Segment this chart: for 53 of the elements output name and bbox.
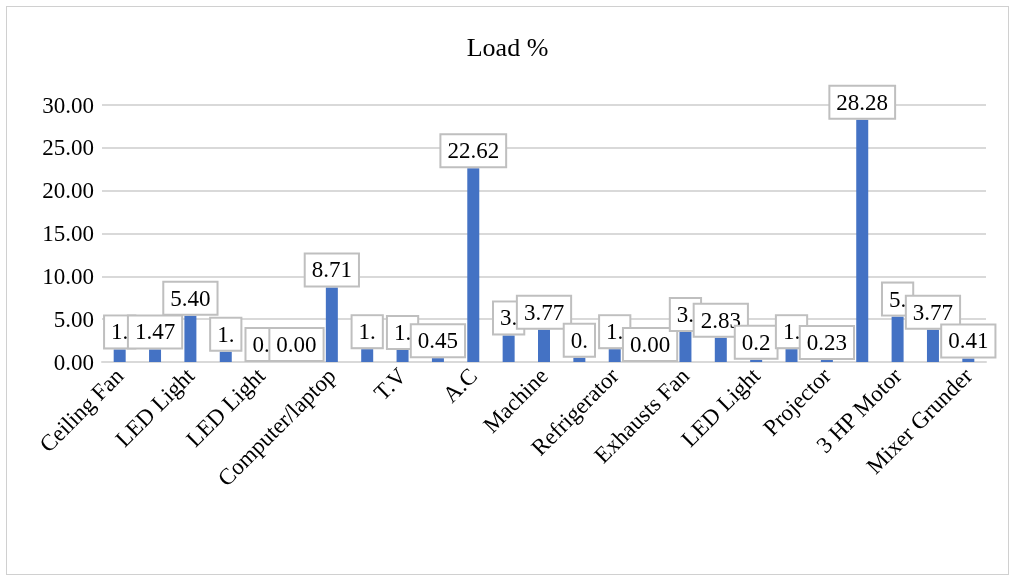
bar — [962, 358, 975, 362]
data-label: 2.83 — [700, 307, 741, 333]
bar — [538, 329, 550, 362]
data-label: 5. — [888, 286, 907, 312]
bar — [325, 287, 338, 362]
y-tick-label: 0.00 — [53, 349, 94, 375]
data-label: 1. — [358, 319, 376, 345]
y-tick-label: 10.00 — [42, 263, 94, 289]
data-label: 0.00 — [629, 332, 671, 357]
bar — [431, 358, 444, 362]
bar — [219, 351, 232, 362]
y-tick-label: 25.00 — [42, 135, 94, 161]
data-label: 22.62 — [447, 138, 500, 164]
data-label: 0. — [252, 332, 270, 357]
chart-title: Load % — [466, 32, 549, 62]
data-label: 1. — [111, 319, 129, 345]
bar — [608, 349, 621, 362]
bar — [750, 359, 763, 362]
bar — [149, 349, 162, 362]
bar — [714, 337, 727, 362]
x-tick-label: T.V — [369, 362, 412, 406]
bar — [467, 168, 480, 362]
data-label: 0.45 — [417, 328, 459, 354]
data-label: 0.41 — [948, 328, 989, 354]
bar — [396, 350, 409, 362]
x-tick-label: A.C — [437, 363, 483, 408]
data-label: 1.47 — [134, 319, 176, 345]
y-tick-label: 15.00 — [42, 221, 94, 246]
data-label: 28.28 — [836, 89, 889, 115]
bar — [856, 119, 869, 362]
y-tick-label: 5.00 — [53, 306, 94, 332]
data-label: 1. — [782, 319, 801, 345]
bar — [113, 349, 126, 362]
bar — [361, 349, 374, 362]
data-label: 3. — [500, 305, 518, 331]
data-label: 3.77 — [912, 299, 954, 325]
y-tick-label: 20.00 — [42, 178, 94, 204]
bar — [785, 349, 798, 362]
data-label: 3.77 — [523, 299, 565, 325]
y-tick-label: 30.00 — [42, 92, 94, 118]
data-label: 1. — [393, 320, 412, 346]
data-label: 0.2 — [741, 329, 771, 355]
data-label: 5.40 — [170, 285, 211, 311]
data-label: 1. — [606, 319, 624, 345]
data-label: 0.00 — [276, 332, 317, 357]
bar — [926, 329, 939, 362]
data-label: 0.23 — [806, 330, 848, 356]
data-label: 3. — [676, 302, 695, 328]
bar — [184, 315, 197, 362]
data-label: 8.71 — [311, 257, 352, 283]
data-label: 1. — [217, 321, 235, 347]
data-label: 0. — [570, 327, 588, 353]
bar — [573, 357, 586, 362]
